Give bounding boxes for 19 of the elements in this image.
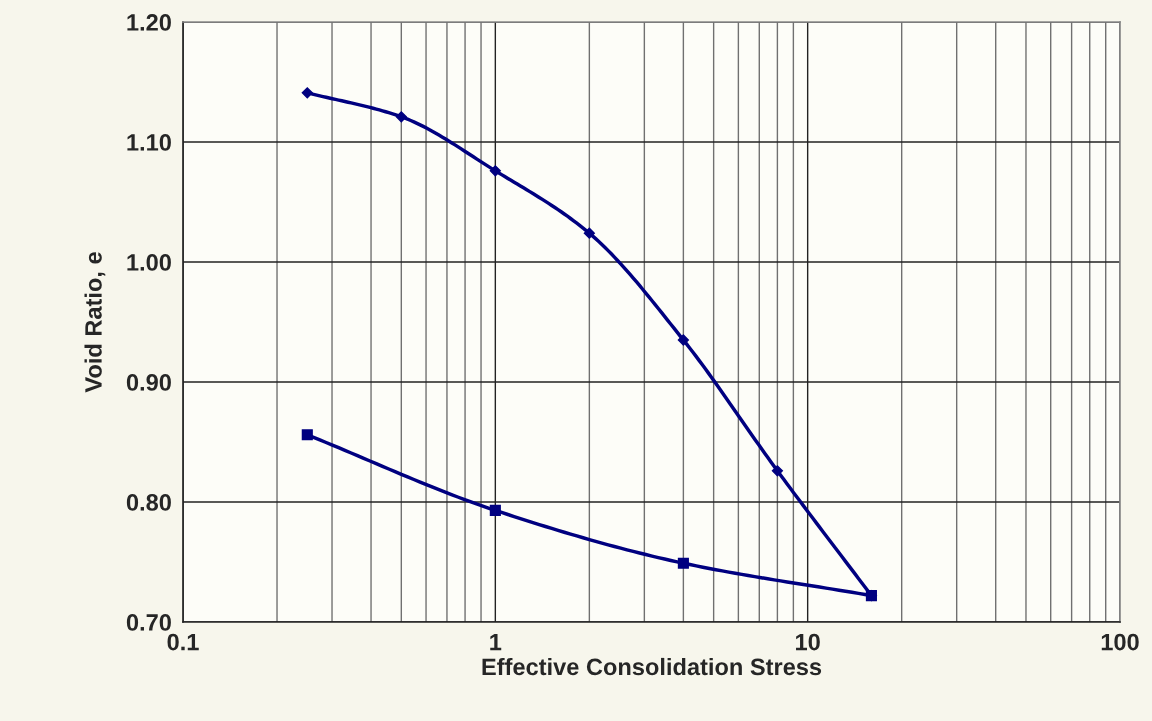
y-axis-title: Void Ratio, e [84,252,106,393]
y-tick-label: 0.90 [126,374,171,391]
point [489,165,501,177]
x-tick-label: 1 [490,633,502,651]
point [301,429,313,441]
y-tick-label: 1.20 [127,14,171,31]
point [771,465,784,477]
y-tick-label: 0.70 [126,614,171,631]
y-tick-label: 0.80 [126,494,171,511]
x-tick-label: 10 [796,633,820,651]
y-tick-label: 1.00 [127,254,171,271]
point [395,111,407,123]
x-tick-label: 0.1 [167,633,199,651]
x-tick-label: 100 [1101,633,1139,651]
x-axis-title: Effective Consolidation Stress [482,657,822,676]
point [583,227,595,239]
point [301,87,313,99]
y-tick-label: 1.10 [127,134,171,151]
point [677,334,689,346]
